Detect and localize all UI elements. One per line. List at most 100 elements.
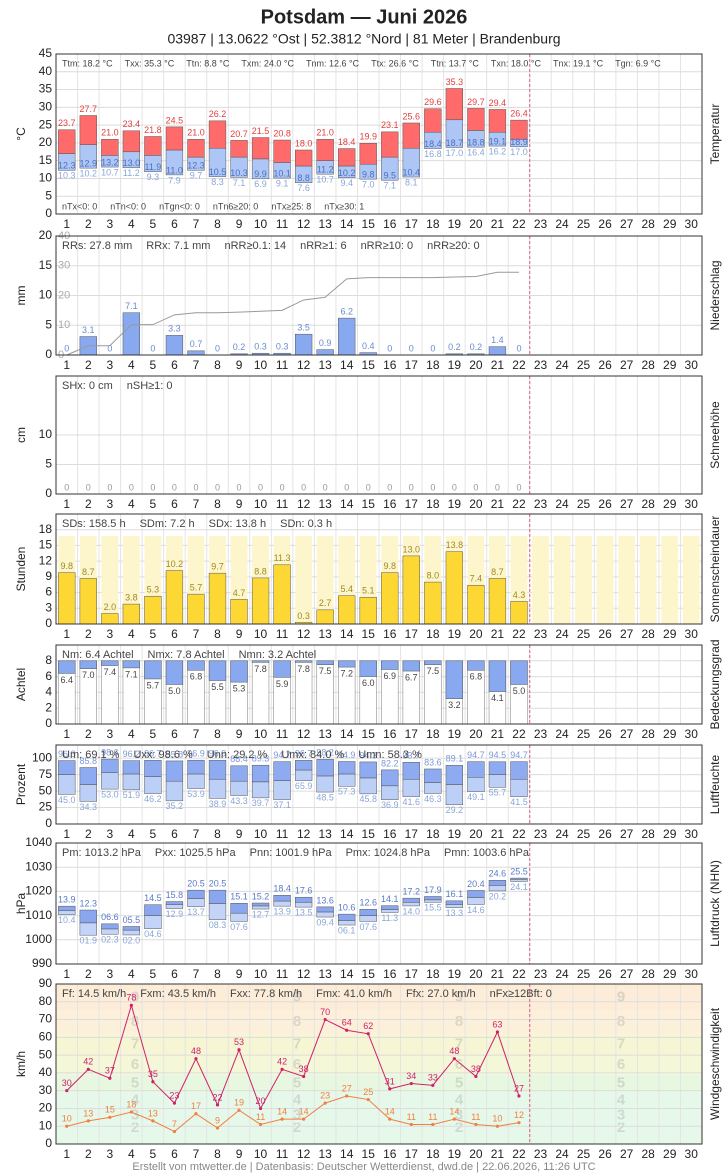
point: [388, 1117, 392, 1121]
point: [215, 1103, 220, 1107]
beaufort-label: 5: [455, 1075, 463, 1092]
value-label: 11: [256, 1112, 265, 1122]
x-tick-label: 13: [318, 967, 332, 981]
beaufort-label: 7: [131, 1035, 139, 1052]
value-label: 96.9: [187, 749, 205, 759]
value-label: 21.0: [316, 128, 334, 138]
value-label: 17.0: [446, 148, 464, 158]
value-label: 10.2: [166, 559, 184, 569]
bar: [488, 578, 507, 625]
x-tick-label: 4: [128, 497, 135, 511]
x-tick-label: 22: [512, 217, 526, 231]
cover-bar: [445, 660, 464, 699]
bar: [381, 572, 399, 625]
point: [280, 1067, 284, 1071]
value-label: 13.9: [58, 895, 76, 905]
panel-frame: [55, 983, 703, 1145]
value-label: 7.4: [470, 574, 483, 584]
possible-bar: [532, 536, 549, 624]
value-label: 0: [409, 343, 414, 353]
range-bar-upper: [165, 126, 184, 151]
range-bar-upper: [402, 897, 420, 903]
y-tick-label: 25: [39, 800, 53, 814]
x-tick-label: 5: [150, 827, 157, 841]
value-label: 14.1: [381, 894, 399, 904]
value-label: 27.7: [80, 104, 98, 114]
value-label: 96.7: [295, 749, 313, 759]
value-label: 15.1: [230, 892, 248, 902]
cumulative-line: [66, 271, 519, 356]
x-tick-label: 16: [383, 358, 397, 372]
x-tick-label: 21: [491, 358, 505, 372]
x-tick-label: 16: [383, 967, 397, 981]
x-tick-label: 30: [685, 827, 699, 841]
value-label: 57.3: [338, 787, 356, 797]
value-label: 94.7: [510, 750, 528, 760]
value-label: 96.9: [209, 749, 227, 759]
stat-text: Txn: 18.0 °C: [491, 58, 542, 68]
panel-frame: [55, 235, 703, 356]
stat-text: Txx: 35.3 °C: [125, 58, 175, 68]
y-tick-label: 20: [39, 1101, 53, 1115]
value-label: 0: [323, 482, 328, 492]
y-tick-label: 12: [39, 553, 53, 567]
value-label: 10: [492, 1114, 502, 1124]
x-tick-label: 19: [448, 1147, 462, 1161]
value-label: 10.4: [58, 915, 76, 925]
point: [215, 1126, 220, 1130]
x-tick-label: 26: [598, 217, 612, 231]
bar: [122, 603, 141, 625]
range-bar-lower: [144, 915, 162, 929]
value-label: 25.6: [403, 111, 421, 121]
value-label: 0.3: [254, 342, 267, 352]
stat-text: Pnn: 1001.9 hPa: [250, 847, 333, 859]
value-label: 18.4: [338, 137, 356, 147]
x-tick-label: 18: [426, 497, 440, 511]
range-bar-upper: [381, 905, 399, 910]
value-label: 0.7: [190, 339, 203, 349]
stat-text: SDm: 7.2 h: [140, 518, 195, 530]
x-tick-label: 7: [193, 1147, 200, 1161]
value-label: 48: [191, 1046, 201, 1056]
value-label: 17.2: [403, 887, 421, 897]
point: [280, 1117, 284, 1121]
value-label: 7.1: [125, 301, 138, 311]
value-label: 0: [215, 343, 220, 353]
value-label: 0.4: [362, 341, 375, 351]
range-bar-upper: [187, 889, 205, 899]
x-tick-label: 15: [362, 627, 376, 641]
title: Potsdam — Juni 2026: [261, 6, 468, 28]
x-tick-label: 9: [236, 217, 243, 231]
x-tick-label: 28: [641, 358, 655, 372]
range-bar-upper: [273, 761, 291, 781]
value-label: 10.6: [338, 903, 356, 913]
value-label: 94.3: [359, 750, 377, 760]
y2-tick-label: 20: [58, 289, 70, 301]
point: [345, 1028, 349, 1032]
x-tick-label: 3: [106, 358, 113, 372]
value-label: 35.3: [446, 77, 464, 87]
range-bar-upper: [101, 758, 119, 773]
beaufort-label: 2: [131, 1119, 139, 1136]
value-label: 53.0: [101, 789, 119, 799]
x-tick-label: 14: [340, 358, 354, 372]
point: [65, 1089, 69, 1093]
cover-bar: [488, 660, 507, 692]
bar: [467, 584, 485, 625]
panel-frame: [55, 644, 703, 725]
value-label: 2.7: [319, 598, 332, 608]
y-tick-label: 40: [39, 64, 53, 78]
y-tick-label: 10: [39, 1118, 53, 1132]
cover-bar: [58, 660, 76, 674]
value-label: 0: [172, 482, 177, 492]
panel-frame: [55, 53, 703, 215]
cover-bar: [402, 660, 420, 672]
stat-text: Pmn: 1003.6 hPa: [444, 847, 530, 859]
x-tick-label: 10: [254, 827, 268, 841]
x-tick-label: 17: [405, 497, 419, 511]
value-label: 18.0: [295, 138, 313, 148]
x-tick-label: 13: [318, 727, 332, 741]
x-tick-label: 6: [171, 217, 178, 231]
x-tick-label: 20: [469, 1147, 483, 1161]
value-label: 42: [83, 1057, 93, 1067]
